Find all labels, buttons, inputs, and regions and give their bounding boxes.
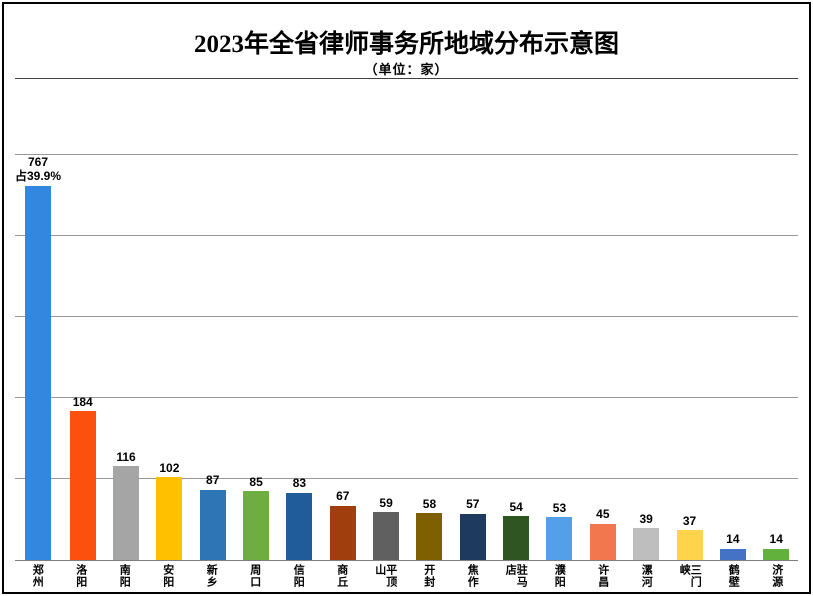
bar [243,491,270,560]
bar-value-label: 102 [159,461,180,475]
x-axis-label: 信阳 [292,564,305,588]
x-axis-label: 濮阳 [553,564,566,588]
x-axis-label: 焦作 [466,564,479,588]
gridline [15,478,798,479]
x-axis-label: 平顶山 [373,564,397,588]
x-axis-label: 周口 [248,564,261,588]
x-axis-label: 商丘 [335,564,348,588]
bar-slot: 102 [148,155,191,560]
bar-value-label: 59 [379,495,393,510]
title-divider [15,78,798,79]
x-axis-label: 济源 [770,564,783,588]
x-axis-label: 安阳 [161,564,174,588]
bar [459,513,486,560]
bar-slot: 14 [711,155,754,560]
bar-value-label: 85 [249,474,263,489]
bar [676,530,703,560]
bar-slot: 767 占39.9% [15,155,61,560]
bar-slot: 87 [191,155,234,560]
x-axis-label: 洛阳 [74,564,87,588]
bar-value-label: 37 [682,513,697,528]
bar-value-label: 67 [336,489,350,504]
bar-value-label: 39 [639,512,653,527]
x-axis-label: 驻马店 [504,564,528,588]
plot-area: 767 占39.9% 184 116 102 87 85 83 67 59 58 57 54 53 45 39… [15,154,798,561]
chart-subtitle: （单位：家） [364,62,449,77]
bar-slot: 14 [755,155,798,560]
chart-title: 2023年全省律师事务所地域分布示意图 [193,31,619,58]
bar [25,185,52,560]
bar [633,528,660,560]
x-axis: 郑州 洛阳 南阳 安阳 新乡 周口 信阳 商丘 平顶山 开封 焦作 驻马店 濮阳 许昌 漯河 三门峡 鹤壁 济源 [15,562,798,596]
x-axis-label: 郑州 [31,564,44,588]
bar [286,492,313,560]
bars-layer: 767 占39.9% 184 116 102 87 85 83 67 59 58 57 54 53 45 39… [15,155,798,560]
bar-slot: 57 [451,155,494,560]
bar-slot: 184 [61,155,104,560]
bar-value-label: 184 [72,394,93,409]
bar [113,466,140,560]
bar-slot: 58 [408,155,451,560]
bar-slot: 53 [538,155,581,560]
x-axis-label: 许昌 [596,564,609,588]
bar-value-label: 54 [509,499,523,514]
gridline [15,154,798,155]
x-axis-label: 漯河 [640,564,653,588]
bar-slot: 83 [278,155,321,560]
bar-slot: 54 [494,155,537,560]
bar-value-label: 45 [596,507,610,522]
bar-slot: 116 [104,155,147,560]
bar [589,523,616,560]
bar [719,548,746,560]
bar [329,505,356,560]
bar-value-label: 87 [206,473,220,488]
x-axis-label: 南阳 [118,564,131,588]
bar [69,410,96,560]
bar [156,477,183,560]
bar-value-label: 116 [116,449,136,464]
gridline [15,397,798,398]
bar-slot: 39 [625,155,668,560]
bar-slot: 37 [668,155,711,560]
bar [373,512,400,560]
bar [416,513,443,560]
bar-value-label: 767 占39.9% [15,155,62,184]
gridline [15,316,798,317]
x-axis-label: 新乡 [205,564,218,588]
bar-slot: 67 [321,155,364,560]
bar-slot: 85 [234,155,277,560]
bar-value-label: 14 [726,532,740,547]
x-axis-label: 鹤壁 [727,564,740,588]
x-axis-label: 三门峡 [678,564,702,588]
bar-slot: 45 [581,155,624,560]
bar-value-label: 53 [552,500,567,515]
x-axis-label: 开封 [422,564,435,588]
bar [546,517,573,560]
bar-value-label: 58 [422,496,437,511]
bar [199,489,226,560]
grid-layer [15,154,798,560]
gridline [15,235,798,236]
bar [503,516,530,560]
bar-value-label: 57 [466,497,480,512]
bar-value-label: 14 [769,532,783,547]
bar [763,548,790,560]
bar-value-label: 83 [292,476,307,491]
bar-slot: 59 [364,155,407,560]
